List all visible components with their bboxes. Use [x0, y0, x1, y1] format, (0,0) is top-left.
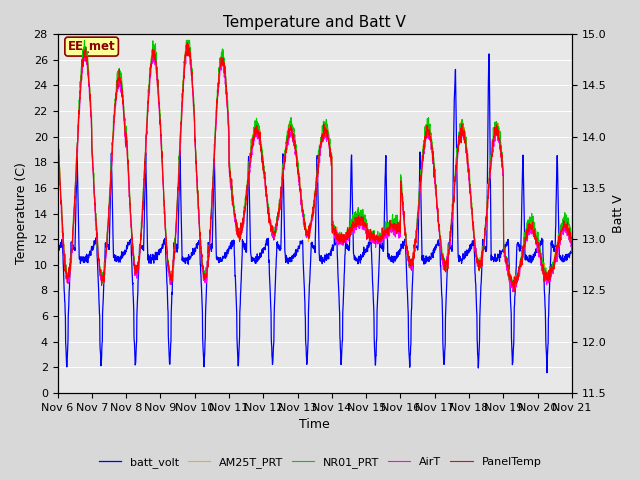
- Y-axis label: Batt V: Batt V: [612, 194, 625, 233]
- AirT: [538, 260, 545, 265]
- X-axis label: Time: Time: [300, 419, 330, 432]
- AirT: [54, 135, 61, 141]
- AM25T_PRT: [330, 228, 337, 234]
- batt_volt: [330, 248, 337, 253]
- PanelTemp: [197, 251, 205, 256]
- AM25T_PRT: [523, 228, 531, 234]
- AM25T_PRT: [197, 248, 205, 254]
- AirT: [197, 254, 205, 260]
- AirT: [464, 162, 472, 168]
- PanelTemp: [538, 256, 545, 262]
- Legend: batt_volt, AM25T_PRT, NR01_PRT, AirT, PanelTemp: batt_volt, AM25T_PRT, NR01_PRT, AirT, Pa…: [94, 452, 546, 472]
- batt_volt: [340, 269, 348, 275]
- batt_volt: [543, 370, 551, 376]
- AM25T_PRT: [341, 235, 349, 240]
- Line: AM25T_PRT: AM25T_PRT: [58, 41, 572, 291]
- PanelTemp: [523, 235, 531, 241]
- PanelTemp: [464, 168, 472, 174]
- AirT: [330, 232, 337, 238]
- NR01_PRT: [197, 244, 205, 250]
- PanelTemp: [330, 227, 337, 233]
- NR01_PRT: [81, 37, 88, 43]
- Text: EE_met: EE_met: [68, 40, 115, 53]
- batt_volt: [485, 51, 493, 57]
- batt_volt: [568, 246, 576, 252]
- AirT: [511, 288, 518, 294]
- Line: batt_volt: batt_volt: [58, 54, 572, 373]
- batt_volt: [537, 242, 545, 248]
- Line: AirT: AirT: [58, 46, 572, 291]
- batt_volt: [464, 251, 472, 257]
- PanelTemp: [54, 132, 61, 137]
- NR01_PRT: [54, 128, 61, 133]
- Line: NR01_PRT: NR01_PRT: [58, 40, 572, 291]
- AirT: [523, 231, 531, 237]
- PanelTemp: [568, 240, 576, 245]
- AirT: [568, 245, 576, 251]
- AirT: [184, 43, 192, 49]
- AM25T_PRT: [184, 38, 192, 44]
- AM25T_PRT: [538, 257, 545, 263]
- PanelTemp: [341, 239, 349, 245]
- PanelTemp: [184, 39, 191, 45]
- NR01_PRT: [330, 225, 337, 231]
- AM25T_PRT: [568, 237, 576, 243]
- batt_volt: [54, 246, 61, 252]
- PanelTemp: [511, 289, 518, 295]
- AirT: [341, 236, 349, 242]
- batt_volt: [523, 256, 531, 262]
- NR01_PRT: [509, 288, 516, 294]
- NR01_PRT: [538, 251, 545, 256]
- Line: PanelTemp: PanelTemp: [58, 42, 572, 292]
- AM25T_PRT: [509, 288, 517, 294]
- AM25T_PRT: [464, 162, 472, 168]
- batt_volt: [197, 272, 205, 278]
- Y-axis label: Temperature (C): Temperature (C): [15, 163, 28, 264]
- NR01_PRT: [464, 162, 472, 168]
- Title: Temperature and Batt V: Temperature and Batt V: [223, 15, 406, 30]
- NR01_PRT: [523, 225, 531, 231]
- NR01_PRT: [341, 236, 349, 242]
- NR01_PRT: [568, 244, 576, 250]
- AM25T_PRT: [54, 125, 61, 131]
